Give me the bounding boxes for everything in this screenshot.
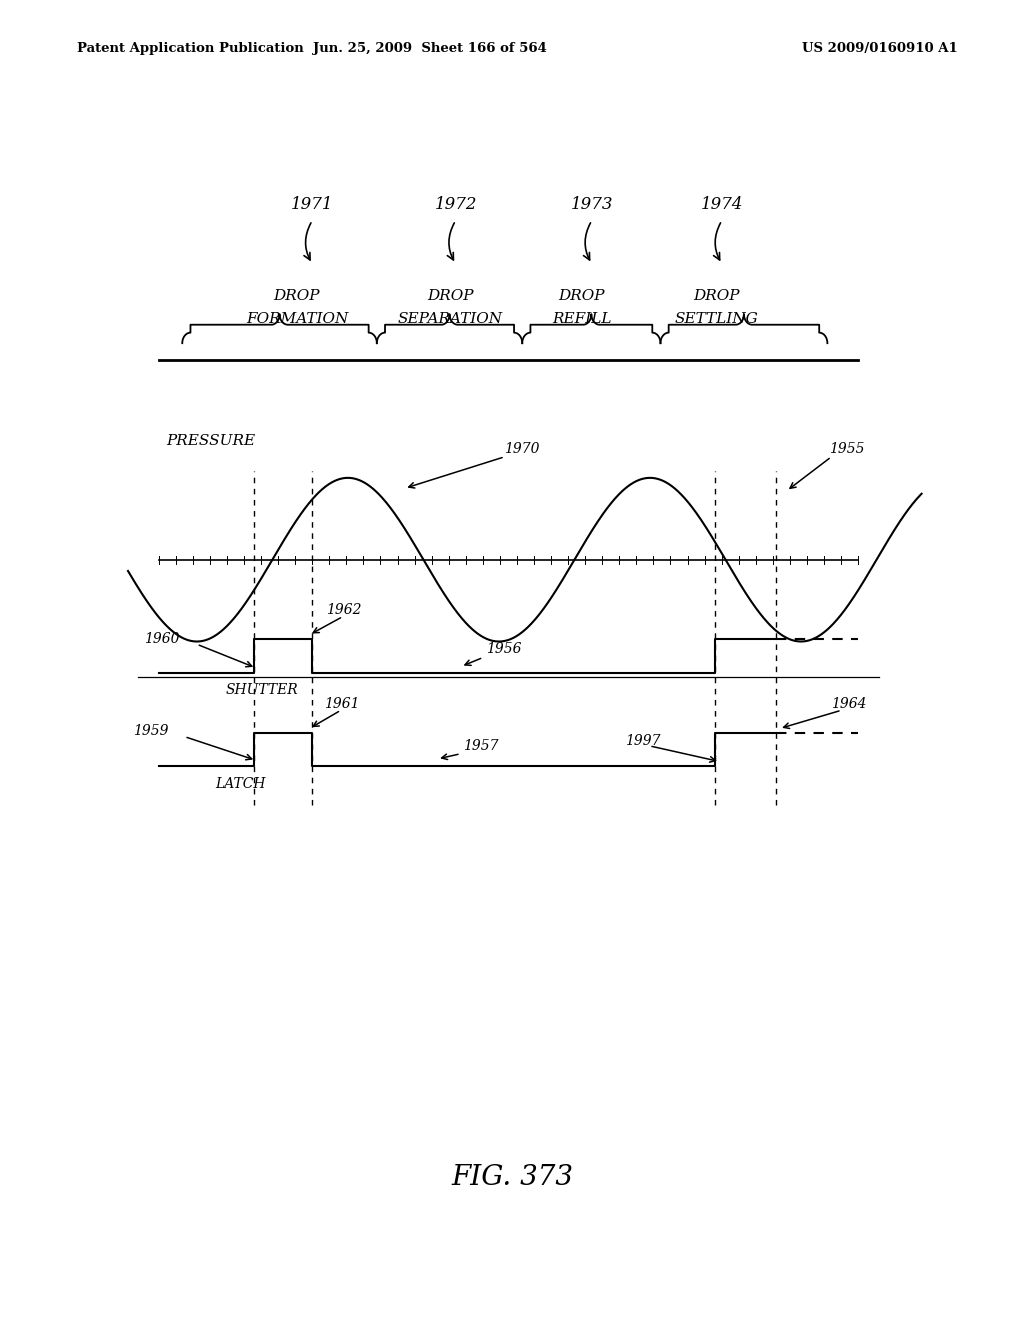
- Text: Jun. 25, 2009  Sheet 166 of 564: Jun. 25, 2009 Sheet 166 of 564: [313, 42, 547, 55]
- Text: 1973: 1973: [570, 197, 613, 213]
- Text: DROP: DROP: [558, 289, 605, 302]
- Text: DROP: DROP: [427, 289, 474, 302]
- Text: DROP: DROP: [273, 289, 321, 302]
- Text: SETTLING: SETTLING: [675, 313, 759, 326]
- Text: 1964: 1964: [831, 697, 867, 710]
- Text: 1997: 1997: [625, 734, 660, 747]
- Text: FORMATION: FORMATION: [246, 313, 348, 326]
- Text: FIG. 373: FIG. 373: [451, 1164, 573, 1191]
- Text: 1955: 1955: [829, 442, 865, 455]
- Text: Patent Application Publication: Patent Application Publication: [77, 42, 303, 55]
- Text: LATCH: LATCH: [215, 777, 265, 791]
- Text: 1961: 1961: [324, 697, 359, 710]
- Text: PRESSURE: PRESSURE: [166, 434, 255, 447]
- Text: SHUTTER: SHUTTER: [225, 684, 298, 697]
- Text: SEPARATION: SEPARATION: [398, 313, 503, 326]
- Text: DROP: DROP: [693, 289, 740, 302]
- Text: 1962: 1962: [326, 603, 361, 616]
- Text: 1960: 1960: [143, 632, 179, 645]
- Text: 1971: 1971: [291, 197, 334, 213]
- Text: REFILL: REFILL: [552, 313, 611, 326]
- Text: 1974: 1974: [700, 197, 743, 213]
- Text: 1959: 1959: [133, 725, 169, 738]
- Text: 1970: 1970: [504, 442, 540, 455]
- Text: US 2009/0160910 A1: US 2009/0160910 A1: [802, 42, 957, 55]
- Text: 1957: 1957: [463, 739, 499, 752]
- Text: 1956: 1956: [486, 643, 522, 656]
- Text: 1972: 1972: [434, 197, 477, 213]
